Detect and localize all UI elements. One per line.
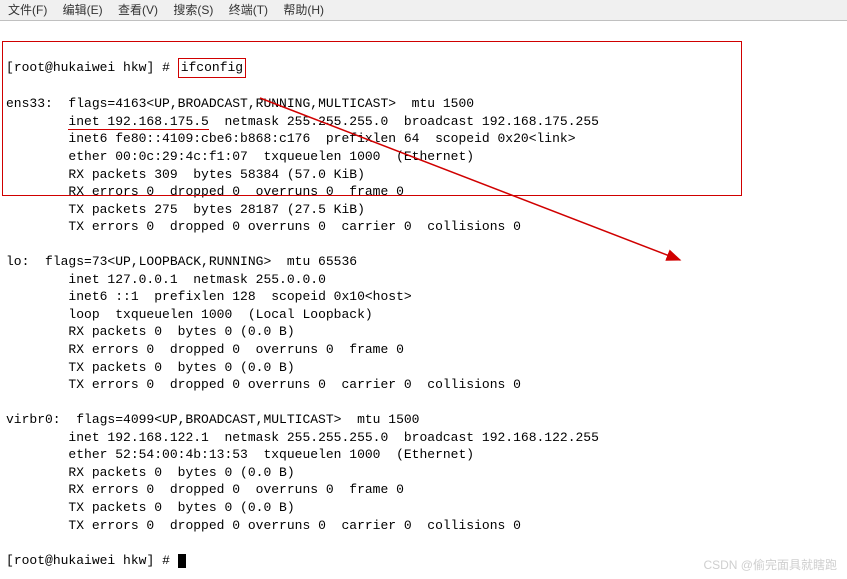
iface-virbr0-inet: inet 192.168.122.1 netmask 255.255.255.0…: [68, 430, 599, 445]
iface-virbr0-rxp: RX packets 0 bytes 0 (0.0 B): [68, 465, 294, 480]
iface-lo-txp: TX packets 0 bytes 0 (0.0 B): [68, 360, 294, 375]
menubar: 文件(F) 编辑(E) 查看(V) 搜索(S) 终端(T) 帮助(H): [0, 0, 847, 21]
iface-ens33-inet-rest: netmask 255.255.255.0 broadcast 192.168.…: [209, 114, 599, 129]
iface-ens33-flags: flags=4163<UP,BROADCAST,RUNNING,MULTICAS…: [68, 96, 474, 111]
prompt-close: ]: [146, 60, 154, 75]
iface-ens33-rxe: RX errors 0 dropped 0 overruns 0 frame 0: [68, 184, 403, 199]
menu-help[interactable]: 帮助(H): [283, 3, 324, 17]
iface-lo-rxe: RX errors 0 dropped 0 overruns 0 frame 0: [68, 342, 403, 357]
iface-lo-rxp: RX packets 0 bytes 0 (0.0 B): [68, 324, 294, 339]
cursor: [178, 554, 186, 568]
iface-lo-loop: loop txqueuelen 1000 (Local Loopback): [68, 307, 372, 322]
terminal-output[interactable]: [root@hukaiwei hkw] # ifconfig ens33: fl…: [0, 21, 847, 579]
iface-ens33-txp: TX packets 275 bytes 28187 (27.5 KiB): [68, 202, 364, 217]
iface-ens33-inet6: inet6 fe80::4109:cbe6:b868:c176 prefixle…: [68, 131, 575, 146]
iface-virbr0-name: virbr0:: [6, 412, 61, 427]
iface-virbr0-ether: ether 52:54:00:4b:13:53 txqueuelen 1000 …: [68, 447, 474, 462]
prompt-symbol-2: #: [162, 553, 170, 568]
menu-search[interactable]: 搜索(S): [173, 3, 213, 17]
iface-ens33-name: ens33:: [6, 96, 53, 111]
prompt-symbol: #: [162, 60, 170, 75]
iface-lo-flags: flags=73<UP,LOOPBACK,RUNNING> mtu 65536: [45, 254, 357, 269]
iface-lo-name: lo:: [6, 254, 29, 269]
iface-lo-inet6: inet6 ::1 prefixlen 128 scopeid 0x10<hos…: [68, 289, 411, 304]
menu-view[interactable]: 查看(V): [118, 3, 158, 17]
prompt-userhost: root@hukaiwei hkw: [14, 60, 147, 75]
prompt-open-2: [: [6, 553, 14, 568]
menu-edit[interactable]: 编辑(E): [63, 3, 103, 17]
iface-virbr0-txe: TX errors 0 dropped 0 overruns 0 carrier…: [68, 518, 520, 533]
command-ifconfig: ifconfig: [178, 58, 246, 78]
iface-virbr0-rxe: RX errors 0 dropped 0 overruns 0 frame 0: [68, 482, 403, 497]
iface-ens33-inet: inet 192.168.175.5: [68, 114, 208, 130]
prompt-close-2: ]: [146, 553, 154, 568]
iface-virbr0-flags: flags=4099<UP,BROADCAST,MULTICAST> mtu 1…: [76, 412, 419, 427]
iface-virbr0-txp: TX packets 0 bytes 0 (0.0 B): [68, 500, 294, 515]
iface-lo-inet: inet 127.0.0.1 netmask 255.0.0.0: [68, 272, 325, 287]
watermark: CSDN @偷完面具就瞎跑: [703, 557, 837, 573]
menu-file[interactable]: 文件(F): [8, 3, 47, 17]
iface-ens33-ether: ether 00:0c:29:4c:f1:07 txqueuelen 1000 …: [68, 149, 474, 164]
prompt-userhost-2: root@hukaiwei hkw: [14, 553, 147, 568]
iface-ens33-rxp: RX packets 309 bytes 58384 (57.0 KiB): [68, 167, 364, 182]
iface-lo-txe: TX errors 0 dropped 0 overruns 0 carrier…: [68, 377, 520, 392]
iface-ens33-txe: TX errors 0 dropped 0 overruns 0 carrier…: [68, 219, 520, 234]
menu-terminal[interactable]: 终端(T): [229, 3, 268, 17]
prompt-open: [: [6, 60, 14, 75]
